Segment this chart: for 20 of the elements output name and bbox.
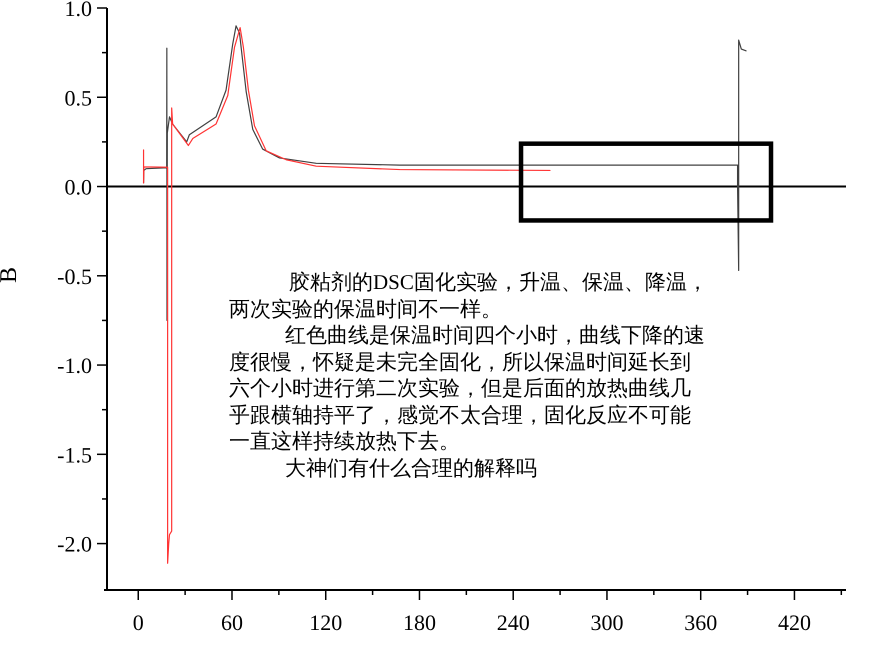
x-tick-label: 300 [590,610,624,635]
x-tick-label: 360 [684,610,718,635]
x-tick-label: 180 [402,610,436,635]
y-tick-label: -0.5 [57,264,92,289]
x-tick-label: 240 [496,610,530,635]
x-tick-label: 60 [220,610,243,635]
y-tick-label: 1.0 [64,0,92,21]
x-tick-label: 0 [132,610,144,635]
x-tick-label: 420 [778,610,811,635]
annotation: 大神们有什么合理的解释吗 [284,454,538,481]
y-tick-label: -1.5 [57,442,92,468]
annotation: 红色曲线是保温时间四个小时，曲线下降的速度很慢，怀疑是未完全固化，所以保温时间延长到六个小时进行第二次实验，但是后面的放热曲线几乎跟横轴持平了，感觉不太合理，固化反应不可能一直这样持续放热下去。 [229,322,706,454]
annotation: 胶粘剂的DSC固化实验，升温、保温、降温，两次实验的保温时间不一样。 [229,269,709,322]
y-tick-label: 0.5 [64,85,92,110]
y-tick-label: 0.0 [64,174,92,200]
y-tick-label: -1.0 [57,353,92,378]
line-series [142,25,747,322]
y-tick-label: -2.0 [57,532,92,557]
x-tick-label: 120 [309,610,342,635]
y-axis-title: B [0,266,22,284]
